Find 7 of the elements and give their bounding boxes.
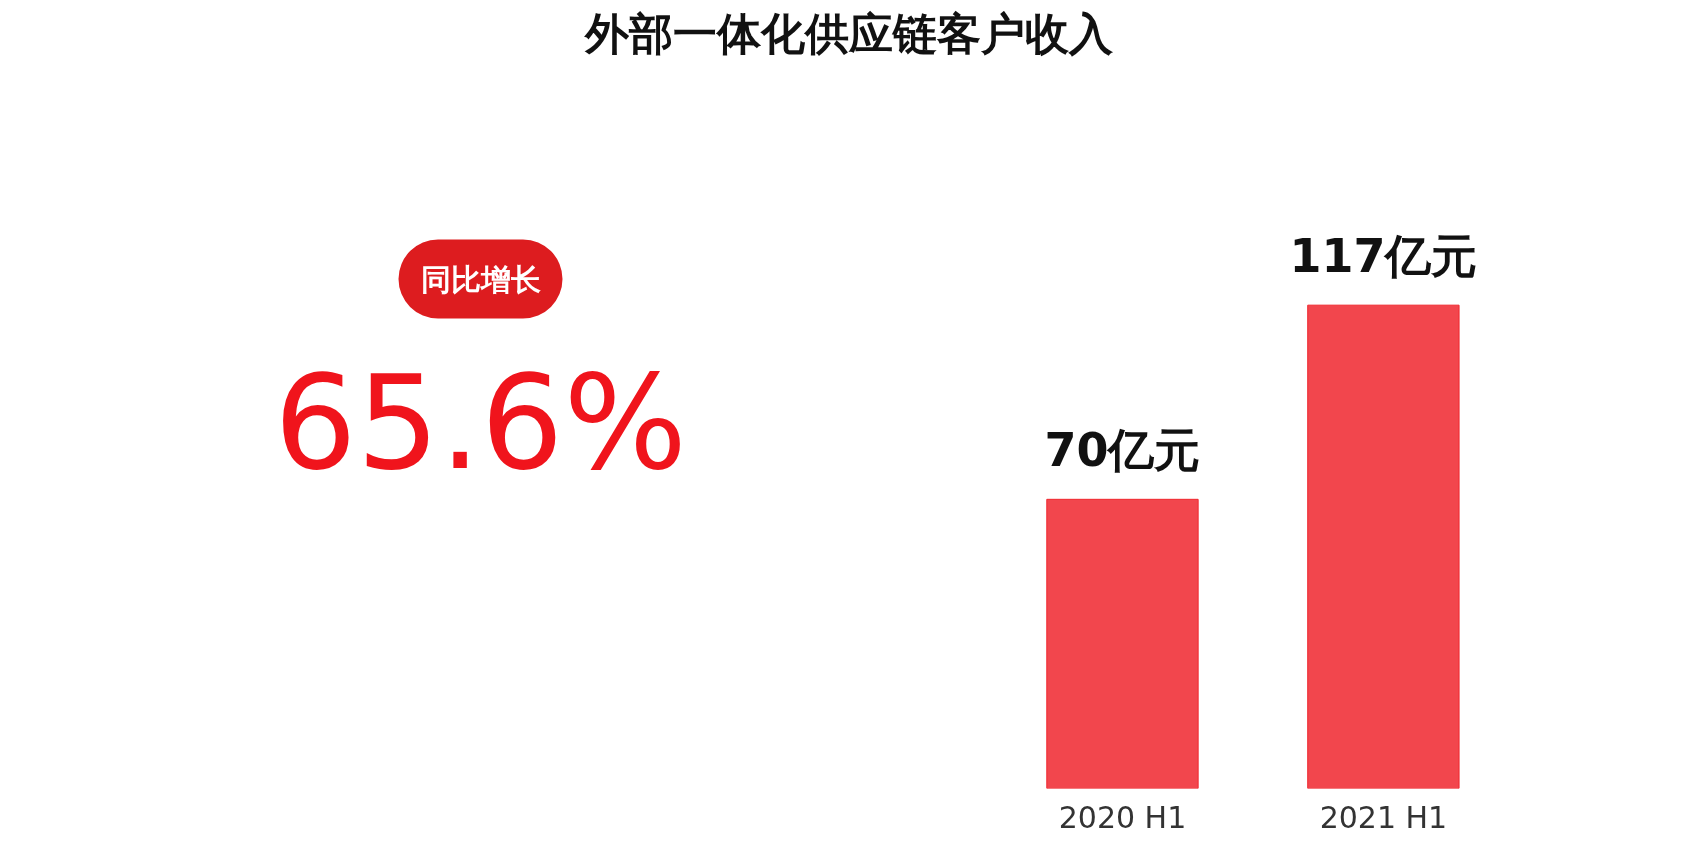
chart-title: 外部一体化供应链客户收入 [582, 7, 1114, 59]
x-tick-label: 2020 H1 [1058, 799, 1187, 835]
data-label: 117亿元 [1289, 229, 1478, 284]
data-label: 70亿元 [1044, 423, 1201, 478]
text: 65.6% [274, 346, 687, 499]
x-tick-label: 2021 H1 [1319, 799, 1448, 835]
text: 同比增长 [420, 261, 541, 297]
